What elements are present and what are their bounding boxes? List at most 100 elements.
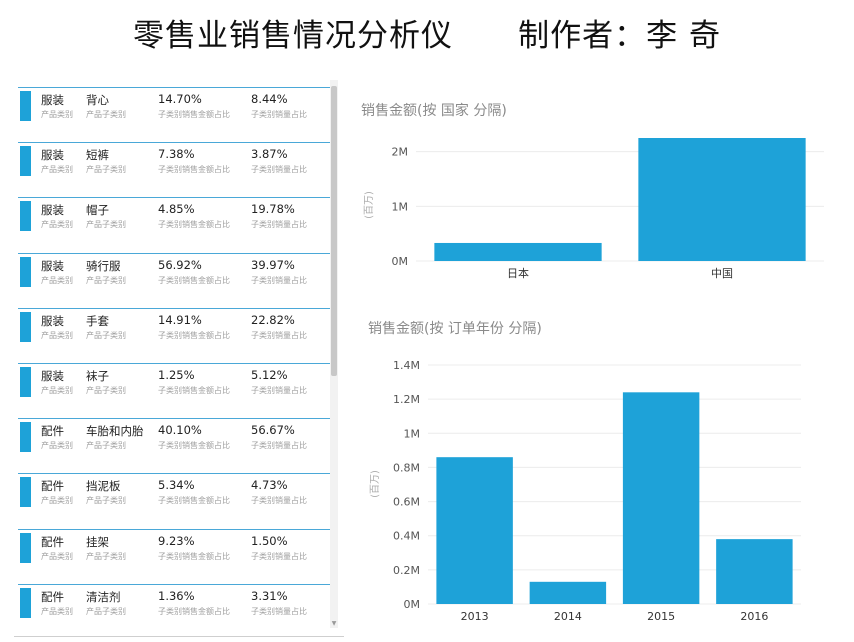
chart-sales-by-year: 销售金额(按 订单年份 分隔) 0M 0.2M 0.4M 0.6M 0.8M 1M 1.2M… bbox=[358, 312, 828, 632]
card-label-amount-share: 子类别销售金额占比 bbox=[158, 441, 230, 451]
card-value-amount-share: 1.36% bbox=[158, 588, 195, 603]
x-tick-label: 2015 bbox=[647, 610, 675, 623]
card-value-category: 配件 bbox=[41, 589, 64, 604]
card-value-subcategory: 车胎和内胎 bbox=[86, 424, 144, 439]
card-label-qty-share: 子类别销量占比 bbox=[251, 386, 307, 395]
card-value-qty-share: 5.12% bbox=[251, 368, 288, 382]
card-value-amount-share: 4.85% bbox=[158, 202, 195, 217]
card-item[interactable]: 服装 产品类别 骑行服 产品子类别 56.92% 子类别销售金额占比 39.97% 子类别销量… bbox=[18, 252, 330, 294]
card-value-amount-share: 1.25% bbox=[158, 368, 195, 382]
y-tick-label: 1.4M bbox=[393, 359, 420, 372]
card-value-amount-share: 14.70% bbox=[158, 92, 202, 106]
card-label-subcategory: 产品子类别 bbox=[86, 220, 126, 230]
card-label-amount-share: 子类别销售金额占比 bbox=[158, 110, 230, 119]
card-item[interactable]: 配件 产品类别 挡泥板 产品子类别 5.34% 子类别销售金额占比 4.73% 子类别销量占比 bbox=[18, 473, 330, 515]
card-label-qty-share: 子类别销量占比 bbox=[251, 330, 307, 340]
card-accent-bar bbox=[20, 367, 31, 397]
card-accent-bar bbox=[20, 146, 31, 177]
card-value-subcategory: 手套 bbox=[86, 313, 109, 328]
card-label-qty-share: 子类别销量占比 bbox=[251, 220, 307, 230]
card-label-amount-share: 子类别销售金额占比 bbox=[158, 165, 230, 175]
card-label-qty-share: 子类别销量占比 bbox=[251, 110, 307, 119]
card-label-subcategory: 产品子类别 bbox=[86, 330, 126, 340]
scroll-thumb[interactable] bbox=[331, 86, 337, 376]
chart-title: 销售金额(按 订单年份 分隔) bbox=[368, 321, 542, 337]
card-item[interactable]: 服装 产品类别 背心 产品子类别 14.70% 子类别销售金额占比 8.44% 子类别销量占比 bbox=[18, 87, 330, 128]
card-value-category: 配件 bbox=[41, 534, 64, 549]
card-value-qty-share: 3.87% bbox=[251, 147, 288, 162]
card-value-subcategory: 短裤 bbox=[86, 148, 109, 163]
card-value-subcategory: 骑行服 bbox=[86, 258, 121, 273]
x-tick-label: 2013 bbox=[461, 610, 489, 623]
card-value-qty-share: 1.50% bbox=[251, 533, 288, 548]
y-tick-label: 1M bbox=[404, 427, 421, 440]
y-tick-label: 0M bbox=[404, 598, 421, 611]
card-value-subcategory: 背心 bbox=[86, 93, 109, 107]
bar-2015[interactable] bbox=[622, 392, 700, 604]
card-accent-bar bbox=[20, 311, 31, 342]
bar-中国[interactable] bbox=[638, 138, 806, 261]
bar-2013[interactable] bbox=[436, 457, 513, 604]
card-value-qty-share: 3.31% bbox=[251, 588, 288, 603]
y-tick-label: 0.8M bbox=[393, 461, 420, 474]
y-tick-label: 2M bbox=[392, 146, 409, 159]
card-accent-bar bbox=[20, 201, 31, 232]
chart-sales-by-country: 销售金额(按 国家 分隔) 0M 1M 2M (百万) 日本 中国 bbox=[358, 95, 828, 290]
card-item[interactable]: 服装 产品类别 帽子 产品子类别 4.85% 子类别销售金额占比 19.78% 子类别销量占比 bbox=[18, 197, 330, 239]
y-tick-label: 0.4M bbox=[393, 530, 420, 543]
card-list: 服装 产品类别 背心 产品子类别 14.70% 子类别销售金额占比 8.44% 子类别销量占比… bbox=[18, 80, 330, 628]
card-label-category: 产品类别 bbox=[41, 441, 73, 451]
card-value-amount-share: 56.92% bbox=[158, 257, 202, 272]
card-value-qty-share: 8.44% bbox=[251, 92, 288, 106]
card-label-qty-share: 子类别销量占比 bbox=[251, 496, 307, 506]
card-item[interactable]: 服装 产品类别 短裤 产品子类别 7.38% 子类别销售金额占比 3.87% 子类别销量占比 bbox=[18, 142, 330, 184]
card-value-category: 服装 bbox=[41, 369, 64, 383]
card-label-amount-share: 子类别销售金额占比 bbox=[158, 330, 230, 340]
card-label-amount-share: 子类别销售金额占比 bbox=[158, 551, 230, 561]
card-value-subcategory: 帽子 bbox=[86, 203, 109, 218]
card-value-category: 服装 bbox=[41, 93, 64, 107]
card-label-qty-share: 子类别销量占比 bbox=[251, 165, 307, 175]
card-label-category: 产品类别 bbox=[41, 110, 73, 119]
bar-2016[interactable] bbox=[716, 539, 793, 604]
y-tick-label: 1.2M bbox=[393, 393, 420, 406]
chart-title: 销售金额(按 国家 分隔) bbox=[361, 103, 507, 119]
card-item[interactable]: 配件 产品类别 车胎和内胎 产品子类别 40.10% 子类别销售金额占比 56.67% 子类别… bbox=[18, 418, 330, 460]
divider bbox=[14, 636, 344, 637]
chart-plot: 0M 0.2M 0.4M 0.6M 0.8M 1M 1.2M 1.4M (百万) 2013 2014… bbox=[369, 359, 801, 623]
y-axis-label: (百万) bbox=[369, 470, 381, 498]
y-tick-label: 1M bbox=[392, 200, 409, 213]
card-item[interactable]: 服装 产品类别 手套 产品子类别 14.91% 子类别销售金额占比 22.82% 子类别销量占… bbox=[18, 307, 330, 349]
card-label-category: 产品类别 bbox=[41, 606, 73, 616]
bar-2014[interactable] bbox=[529, 581, 607, 604]
card-value-qty-share: 39.97% bbox=[251, 257, 295, 272]
card-value-category: 服装 bbox=[41, 203, 64, 218]
card-label-subcategory: 产品子类别 bbox=[86, 386, 126, 395]
card-label-subcategory: 产品子类别 bbox=[86, 606, 126, 616]
page-title: 零售业销售情况分析仪 制作者：李 奇 bbox=[133, 18, 721, 54]
bar-日本[interactable] bbox=[434, 242, 602, 261]
card-label-category: 产品类别 bbox=[41, 165, 73, 175]
card-item[interactable]: 配件 产品类别 挂架 产品子类别 9.23% 子类别销售金额占比 1.50% 子类别销量占比 bbox=[18, 528, 330, 570]
y-tick-label: 0.2M bbox=[393, 564, 420, 577]
card-value-amount-share: 40.10% bbox=[158, 423, 202, 438]
scroll-down-arrow-icon[interactable]: ▼ bbox=[331, 620, 337, 627]
x-tick-label: 2016 bbox=[740, 610, 768, 623]
card-value-category: 服装 bbox=[41, 258, 64, 273]
card-accent-bar bbox=[20, 256, 31, 287]
scrollbar[interactable]: ▼ bbox=[330, 80, 338, 628]
card-label-amount-share: 子类别销售金额占比 bbox=[158, 606, 230, 616]
card-label-subcategory: 产品子类别 bbox=[86, 275, 126, 285]
card-value-subcategory: 挂架 bbox=[86, 534, 109, 549]
card-item[interactable]: 配件 产品类别 清洁剂 产品子类别 1.36% 子类别销售金额占比 3.31% 子类别销量占比 bbox=[18, 583, 330, 625]
card-item[interactable]: 服装 产品类别 袜子 产品子类别 1.25% 子类别销售金额占比 5.12% 子类别销量占比 bbox=[18, 363, 330, 404]
card-value-qty-share: 22.82% bbox=[251, 312, 295, 327]
card-value-amount-share: 14.91% bbox=[158, 312, 202, 327]
card-label-category: 产品类别 bbox=[41, 275, 73, 285]
card-value-subcategory: 清洁剂 bbox=[86, 589, 121, 604]
card-label-subcategory: 产品子类别 bbox=[86, 496, 126, 506]
card-label-category: 产品类别 bbox=[41, 551, 73, 561]
card-accent-bar bbox=[20, 422, 31, 453]
x-tick-label: 2014 bbox=[554, 610, 582, 623]
card-label-subcategory: 产品子类别 bbox=[86, 441, 126, 451]
